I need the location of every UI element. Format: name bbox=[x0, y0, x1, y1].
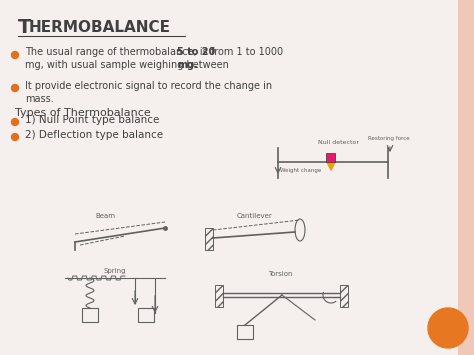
Text: Types of Thermobalance: Types of Thermobalance bbox=[15, 108, 151, 118]
Text: Torsion: Torsion bbox=[268, 271, 292, 277]
Text: Weight change: Weight change bbox=[280, 168, 321, 173]
Circle shape bbox=[11, 119, 18, 126]
Circle shape bbox=[11, 133, 18, 141]
Text: The usual range of thermobalance, is from 1 to 1000
mg, with usual sample weighi: The usual range of thermobalance, is fro… bbox=[25, 47, 283, 70]
Text: Cantilever: Cantilever bbox=[237, 213, 273, 219]
Circle shape bbox=[11, 51, 18, 59]
Text: 5 to 20
mg.: 5 to 20 mg. bbox=[177, 47, 215, 70]
Text: HERMOBALANCE: HERMOBALANCE bbox=[29, 20, 171, 35]
Text: Beam: Beam bbox=[95, 213, 115, 219]
Text: It provide electronic signal to record the change in
mass.: It provide electronic signal to record t… bbox=[25, 81, 272, 104]
Bar bbox=[138, 308, 154, 322]
Polygon shape bbox=[327, 162, 335, 170]
Bar bbox=[237, 325, 253, 339]
Text: Restoring force: Restoring force bbox=[368, 136, 410, 141]
Bar bbox=[215, 285, 223, 307]
Text: 2) Deflection type balance: 2) Deflection type balance bbox=[25, 130, 163, 140]
Text: T: T bbox=[18, 18, 31, 37]
Bar bbox=[340, 285, 348, 307]
Circle shape bbox=[428, 308, 468, 348]
Bar bbox=[326, 153, 335, 162]
Bar bbox=[458, 0, 474, 355]
Bar bbox=[82, 308, 98, 322]
Text: Spring: Spring bbox=[104, 268, 126, 274]
Bar bbox=[205, 228, 213, 250]
Text: Null detector: Null detector bbox=[318, 140, 359, 145]
Text: 1) Null Point type balance: 1) Null Point type balance bbox=[25, 115, 159, 125]
Circle shape bbox=[11, 84, 18, 92]
